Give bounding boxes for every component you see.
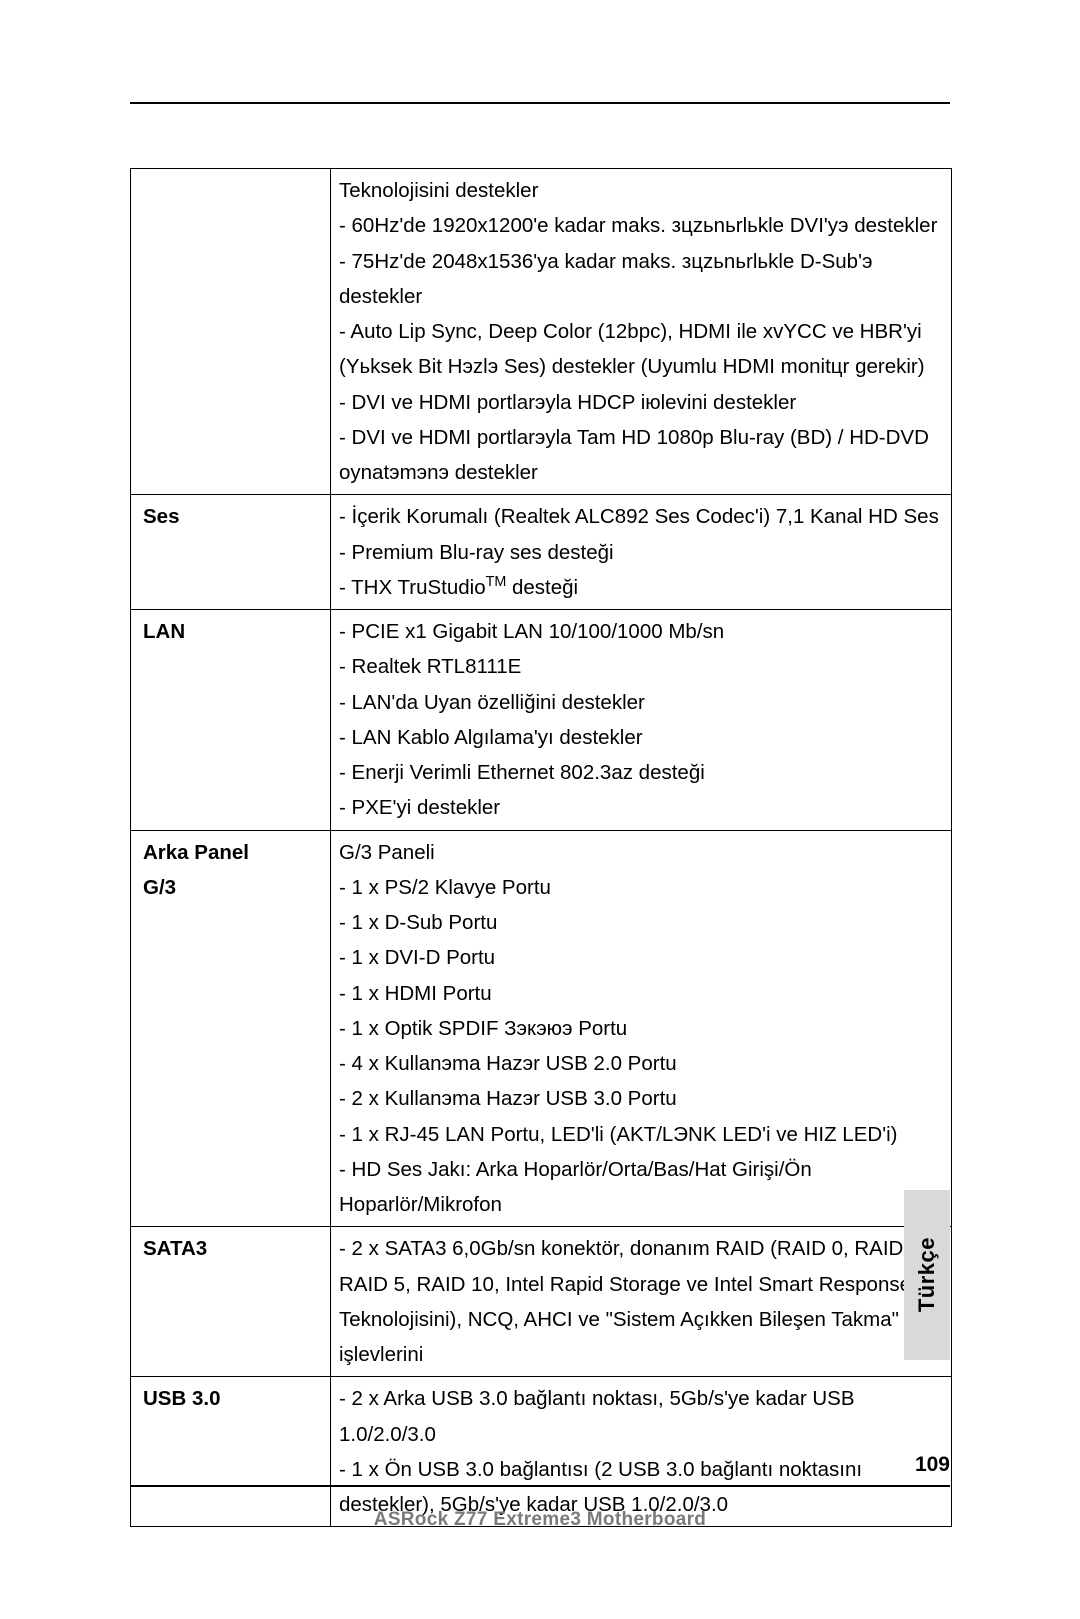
page-number: 109 bbox=[915, 1453, 950, 1477]
spec-value: - 2 x SATA3 6,0Gb/sn konektör, donanım R… bbox=[331, 1227, 952, 1377]
table-row: Arka PanelG/3G/3 Paneli- 1 x PS/2 Klavye… bbox=[131, 830, 952, 1227]
spec-label: Ses bbox=[131, 495, 331, 610]
spec-table-body: Teknolojisini destekler- 60Hz'de 1920x12… bbox=[131, 169, 952, 1527]
table-row: Ses- İçerik Korumalı (Realtek ALC892 Ses… bbox=[131, 495, 952, 610]
table-row: SATA3- 2 x SATA3 6,0Gb/sn konektör, dona… bbox=[131, 1227, 952, 1377]
top-horizontal-rule bbox=[130, 102, 950, 104]
spec-value: G/3 Paneli- 1 x PS/2 Klavye Portu- 1 x D… bbox=[331, 830, 952, 1227]
spec-label: Arka PanelG/3 bbox=[131, 830, 331, 1227]
footer-product-name: ASRock Z77 Extreme3 Motherboard bbox=[130, 1509, 950, 1531]
spec-value: - PCIE x1 Gigabit LAN 10/100/1000 Mb/sn-… bbox=[331, 610, 952, 831]
spec-label: USB 3.0 bbox=[131, 1377, 331, 1527]
table-row: USB 3.0- 2 x Arka USB 3.0 bağlantı nokta… bbox=[131, 1377, 952, 1527]
spec-table-container: Teknolojisini destekler- 60Hz'de 1920x12… bbox=[130, 168, 952, 1527]
document-page: Teknolojisini destekler- 60Hz'de 1920x12… bbox=[0, 0, 1080, 1619]
language-tab: Türkçe bbox=[904, 1190, 950, 1360]
spec-label: LAN bbox=[131, 610, 331, 831]
spec-label: SATA3 bbox=[131, 1227, 331, 1377]
table-row: LAN- PCIE x1 Gigabit LAN 10/100/1000 Mb/… bbox=[131, 610, 952, 831]
spec-value: - İçerik Korumalı (Realtek ALC892 Ses Co… bbox=[331, 495, 952, 610]
language-tab-label: Türkçe bbox=[914, 1237, 940, 1312]
table-row: Teknolojisini destekler- 60Hz'de 1920x12… bbox=[131, 169, 952, 495]
footer-horizontal-rule bbox=[130, 1485, 950, 1487]
spec-value: Teknolojisini destekler- 60Hz'de 1920x12… bbox=[331, 169, 952, 495]
spec-label bbox=[131, 169, 331, 495]
spec-value: - 2 x Arka USB 3.0 bağlantı noktası, 5Gb… bbox=[331, 1377, 952, 1527]
spec-table: Teknolojisini destekler- 60Hz'de 1920x12… bbox=[130, 168, 952, 1527]
